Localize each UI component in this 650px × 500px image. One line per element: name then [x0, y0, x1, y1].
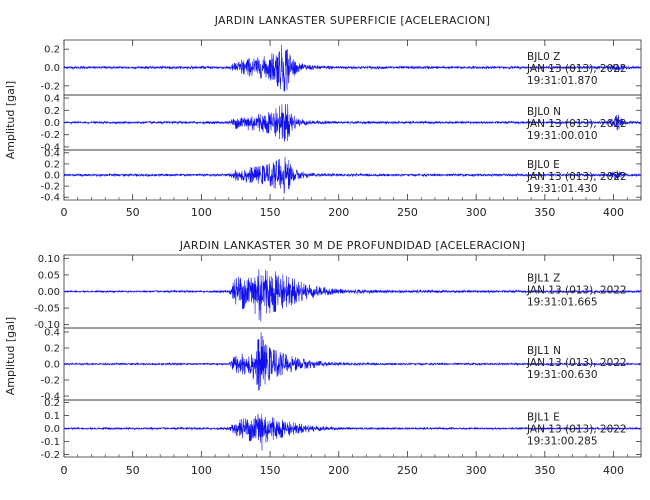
y-tick-label: 0.0: [44, 63, 60, 74]
station-component-label: BJL0 E: [527, 159, 560, 171]
x-tick-label: 300: [466, 206, 487, 219]
station-component-label: BJL1 Z: [527, 272, 560, 284]
date-label: JAN 13 (013), 2022: [526, 284, 627, 296]
date-label: JAN 13 (013), 2022: [526, 424, 627, 436]
y-tick-label: -0.1: [40, 437, 60, 448]
y-tick-label: 0.1: [44, 411, 60, 422]
waveform-trace: [63, 332, 642, 391]
date-label: JAN 13 (013), 2022: [526, 357, 627, 369]
y-tick-label: -0.05: [34, 304, 60, 315]
x-tick-label: 400: [603, 464, 624, 477]
date-label: JAN 13 (013), 2022: [526, 63, 627, 75]
y-tick-label: 0.4: [44, 94, 60, 105]
x-tick-label: 0: [61, 206, 68, 219]
x-tick-label: 250: [397, 464, 418, 477]
chart-title: JARDIN LANKASTER 30 M DE PROFUNDIDAD [AC…: [179, 239, 526, 252]
x-tick-label: 350: [534, 464, 555, 477]
y-tick-label: 0.0: [44, 424, 60, 435]
station-component-label: BJL0 Z: [527, 51, 560, 63]
y-axis-label: Amplitud [gal]: [4, 317, 17, 395]
y-tick-label: 0.10: [38, 254, 60, 265]
station-component-label: BJL1 E: [527, 412, 560, 424]
time-label: 19:31:00.285: [527, 436, 598, 448]
chart-panel-2: JARDIN LANKASTER 30 M DE PROFUNDIDAD [AC…: [4, 239, 642, 477]
time-label: 19:31:00.630: [527, 369, 598, 381]
y-tick-label: 0.2: [44, 45, 60, 56]
y-tick-label: 0.2: [44, 106, 60, 117]
time-label: 19:31:01.665: [527, 296, 598, 308]
y-tick-label: 0.0: [44, 118, 60, 129]
y-axis-label: Amplitud [gal]: [4, 81, 17, 159]
station-component-label: BJL1 N: [527, 345, 561, 357]
x-tick-label: 150: [260, 206, 281, 219]
chart-panel-1: JARDIN LANKASTER SUPERFICIE [ACELERACION…: [4, 14, 642, 219]
y-tick-label: 0.4: [44, 328, 60, 339]
y-tick-label: -0.2: [40, 376, 60, 387]
y-tick-label: -0.4: [40, 142, 60, 153]
y-tick-label: -0.2: [40, 182, 60, 193]
waveform-trace: [63, 156, 642, 194]
date-label: JAN 13 (013), 2022: [526, 171, 627, 183]
y-tick-label: -0.4: [40, 193, 60, 204]
x-tick-label: 50: [126, 206, 140, 219]
y-tick-label: 0.0: [44, 360, 60, 371]
y-tick-label: 0.05: [38, 270, 60, 281]
x-tick-label: 200: [328, 464, 349, 477]
x-tick-label: 400: [603, 206, 624, 219]
y-tick-label: -0.2: [40, 81, 60, 92]
time-label: 19:31:00.010: [527, 130, 598, 142]
y-tick-label: 0.2: [44, 344, 60, 355]
waveform-trace: [63, 413, 642, 451]
y-tick-label: 0.2: [44, 398, 60, 409]
x-tick-label: 100: [191, 206, 212, 219]
waveform-trace: [63, 44, 642, 92]
x-tick-label: 150: [260, 464, 281, 477]
x-tick-label: 250: [397, 206, 418, 219]
y-tick-label: -0.2: [40, 450, 60, 461]
y-tick-label: 0.00: [38, 287, 60, 298]
station-component-label: BJL0 N: [527, 106, 561, 118]
waveform-trace: [63, 269, 642, 322]
x-tick-label: 100: [191, 464, 212, 477]
y-tick-label: 0.0: [44, 171, 60, 182]
chart-title: JARDIN LANKASTER SUPERFICIE [ACELERACION…: [214, 14, 491, 27]
time-label: 19:31:01.870: [527, 75, 598, 87]
x-tick-label: 0: [61, 464, 68, 477]
y-tick-label: -0.2: [40, 130, 60, 141]
y-tick-label: -0.4: [40, 392, 60, 403]
date-label: JAN 13 (013), 2022: [526, 118, 627, 130]
x-tick-label: 200: [328, 206, 349, 219]
y-tick-label: 0.2: [44, 159, 60, 170]
y-tick-label: 0.4: [44, 148, 60, 159]
y-tick-label: -0.10: [34, 320, 60, 331]
x-tick-label: 350: [534, 206, 555, 219]
x-tick-label: 50: [126, 464, 140, 477]
waveform-trace: [63, 103, 642, 142]
time-label: 19:31:01.430: [527, 183, 598, 195]
x-tick-label: 300: [466, 464, 487, 477]
